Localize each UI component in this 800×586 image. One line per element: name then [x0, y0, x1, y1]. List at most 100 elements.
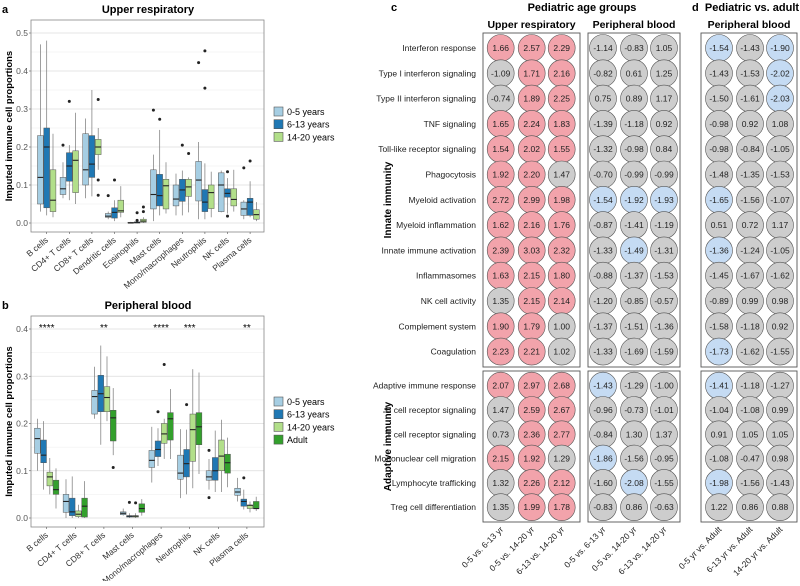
box-iqr: [37, 135, 44, 205]
heatmap-cell: 1.35: [486, 493, 515, 522]
cell-value: 2.67: [553, 405, 570, 415]
box-0-5-years: [59, 143, 67, 199]
cell-value: -1.55: [770, 347, 790, 357]
box-iqr: [110, 410, 117, 442]
heatmap-cell: -1.39: [589, 110, 617, 138]
legend-swatch: [273, 106, 284, 117]
cell-value: 2.21: [523, 347, 540, 357]
box-iqr: [88, 135, 96, 178]
heatmap-cell: -1.18: [736, 371, 764, 400]
box-14-20-years: [185, 151, 192, 213]
box-adult: [167, 389, 174, 459]
outlier-point: [242, 476, 246, 480]
box-0-5-years: [34, 418, 41, 471]
cell-value: 1.00: [553, 321, 570, 331]
heatmap-cell: -0.63: [650, 493, 678, 522]
outlier-point: [156, 410, 160, 414]
outlier-point: [67, 99, 71, 103]
cell-value: -1.65: [709, 195, 729, 205]
heatmap-cell: -1.62: [736, 337, 764, 366]
block-title: Peripheral blood: [708, 19, 791, 31]
cell-value: -0.82: [593, 68, 613, 78]
heatmap-cell: 2.97: [517, 371, 546, 400]
heatmap-cell: 1.22: [705, 493, 733, 522]
box-iqr: [172, 184, 180, 207]
box-0-5-years: [177, 429, 184, 499]
significance-label: **: [243, 323, 251, 334]
box-6-13-years: [97, 345, 104, 445]
box-0-5-years: [105, 194, 112, 220]
heatmap-cell: 1.54: [486, 135, 515, 163]
cell-value: 0.92: [656, 119, 673, 129]
cell-value: -1.54: [593, 195, 613, 205]
heatmap-cell: -1.36: [705, 236, 733, 265]
outlier-point: [96, 98, 100, 101]
heatmap-cell: -1.59: [650, 337, 678, 366]
cell-value: -0.83: [593, 502, 613, 512]
heatmap-cell: 1.02: [547, 337, 576, 366]
heatmap-cell: -0.84: [736, 135, 764, 163]
cell-value: 1.89: [523, 94, 540, 104]
row-label: T cell receptor signaling: [386, 429, 476, 439]
outlier-point: [96, 178, 100, 182]
cell-value: 1.66: [492, 43, 509, 53]
cell-value: 2.97: [523, 381, 540, 391]
cell-value: -1.92: [624, 195, 644, 205]
cell-value: -1.35: [740, 170, 760, 180]
box-iqr: [148, 450, 155, 468]
cell-value: 1.17: [656, 94, 673, 104]
box-6-13-years: [246, 159, 254, 218]
cell-value: 1.37: [656, 429, 673, 439]
box-iqr: [218, 172, 225, 212]
cell-value: -1.37: [624, 271, 644, 281]
heatmap-cell: -1.19: [650, 211, 678, 239]
row-label: Mononuclear cell migration: [374, 454, 476, 464]
box-iqr: [177, 454, 184, 480]
heatmap-cell: 0.92: [736, 110, 764, 138]
cell-value: 1.47: [553, 170, 570, 180]
cell-value: -1.54: [709, 43, 729, 53]
cell-value: 1.80: [553, 271, 570, 281]
heatmap-cell: -1.51: [620, 312, 648, 341]
heatmap-cell: -0.82: [589, 59, 617, 88]
cell-circle: [486, 337, 515, 366]
heatmap-cell: 2.15: [517, 261, 546, 290]
box-14-20-years: [95, 98, 102, 197]
cell-value: -1.69: [624, 347, 644, 357]
cell-value: 0.51: [711, 220, 728, 230]
cell-value: -1.43: [593, 381, 613, 391]
plot-frame: [30, 315, 265, 528]
box-iqr: [111, 207, 118, 219]
box-iqr: [230, 188, 237, 207]
heatmap-cell: -2.02: [766, 59, 794, 88]
heatmap-cell: 1.25: [650, 59, 678, 88]
significance-label: ****: [39, 323, 55, 334]
heatmap-cell: -1.41: [620, 211, 648, 239]
heatmap-cell: -1.37: [589, 312, 617, 341]
heatmap-cell: -1.04: [705, 396, 733, 424]
heatmap-cell: -1.31: [650, 236, 678, 265]
heatmap-cell: 2.68: [547, 371, 576, 400]
row-label: Phagocytosis: [425, 170, 476, 180]
cell-value: 0.89: [626, 94, 643, 104]
panel-title: Pediatric vs. adult: [705, 2, 799, 14]
row-label: Complement system: [399, 321, 476, 331]
heatmap-cell: -1.53: [766, 160, 794, 189]
cell-value: -1.59: [654, 347, 674, 357]
box-iqr: [167, 412, 174, 441]
cell-value: -1.05: [770, 144, 790, 154]
cell-value: -1.39: [593, 119, 613, 129]
block-title: Upper respiratory: [487, 19, 575, 31]
cell-value: -0.73: [624, 405, 644, 415]
heatmap-cell: -1.36: [650, 312, 678, 341]
heatmap-cell: 2.02: [517, 135, 546, 163]
box-14-20-years: [117, 186, 124, 218]
heatmap-cell: 0.51: [705, 211, 733, 239]
heatmap-cell: -1.41: [705, 371, 733, 400]
cell-value: 1.30: [626, 429, 643, 439]
cell-value: -1.43: [770, 478, 790, 488]
box-0-5-years: [62, 479, 70, 518]
outlier-point: [242, 166, 246, 170]
box-iqr: [103, 386, 111, 412]
heatmap-cell: 0.92: [650, 110, 678, 138]
